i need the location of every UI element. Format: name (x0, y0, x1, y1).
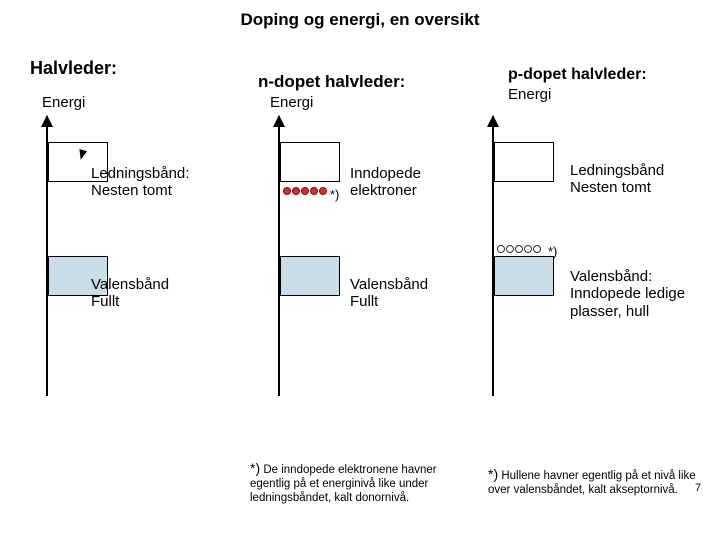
col1-header: Halvleder: (30, 58, 117, 79)
footnote-ndopet: *) De inndopede elektronene havner egent… (250, 460, 460, 505)
col2-donor-label: Inndopede elektroner (350, 165, 421, 200)
col3-energy-label: Energi (508, 86, 551, 103)
col2-star: *) (330, 187, 339, 202)
footnote-mark: *) (250, 460, 260, 476)
col1-conduction-label: Ledningsbånd: Nesten tomt (91, 165, 189, 200)
col3-valence-label: Valensbånd: Inndopede ledige plasser, hu… (570, 268, 685, 320)
col2-valence-band (280, 256, 340, 296)
col3-header: p-dopet halvleder: (508, 66, 647, 84)
page-title: Doping og energi, en oversikt (0, 10, 720, 30)
col3-conduction-band (494, 142, 554, 182)
hole-dot (506, 245, 514, 253)
footnote-text: Hullene havner egentlig på et nivå like … (488, 470, 696, 496)
col1-valence-label: Valensbånd Fullt (91, 276, 169, 311)
hole-dot (497, 245, 505, 253)
electron-dot (292, 187, 300, 195)
col2-conduction-band (280, 142, 340, 182)
page-number: 7 (695, 482, 701, 494)
hole-dot (533, 245, 541, 253)
footnote-mark: *) (488, 466, 498, 482)
col2-header: n-dopet halvleder: (258, 72, 405, 92)
electron-dot (301, 187, 309, 195)
col3-valence-band (494, 256, 554, 296)
electron-dot (283, 187, 291, 195)
electron-dot (310, 187, 318, 195)
col2-valence-label: Valensbånd Fullt (350, 276, 428, 311)
col3-acceptor-holes (497, 245, 541, 253)
footnote-text: De inndopede elektronene havner egentlig… (250, 464, 437, 504)
hole-dot (524, 245, 532, 253)
col2-donor-electrons (283, 187, 327, 195)
hole-dot (515, 245, 523, 253)
col1-energy-label: Energi (42, 94, 85, 111)
electron-dot (319, 187, 327, 195)
footnote-pdopet: *) Hullene havner egentlig på et nivå li… (488, 466, 708, 498)
col2-energy-label: Energi (270, 94, 313, 111)
col3-conduction-label: Ledningsbånd Nesten tomt (570, 162, 664, 197)
